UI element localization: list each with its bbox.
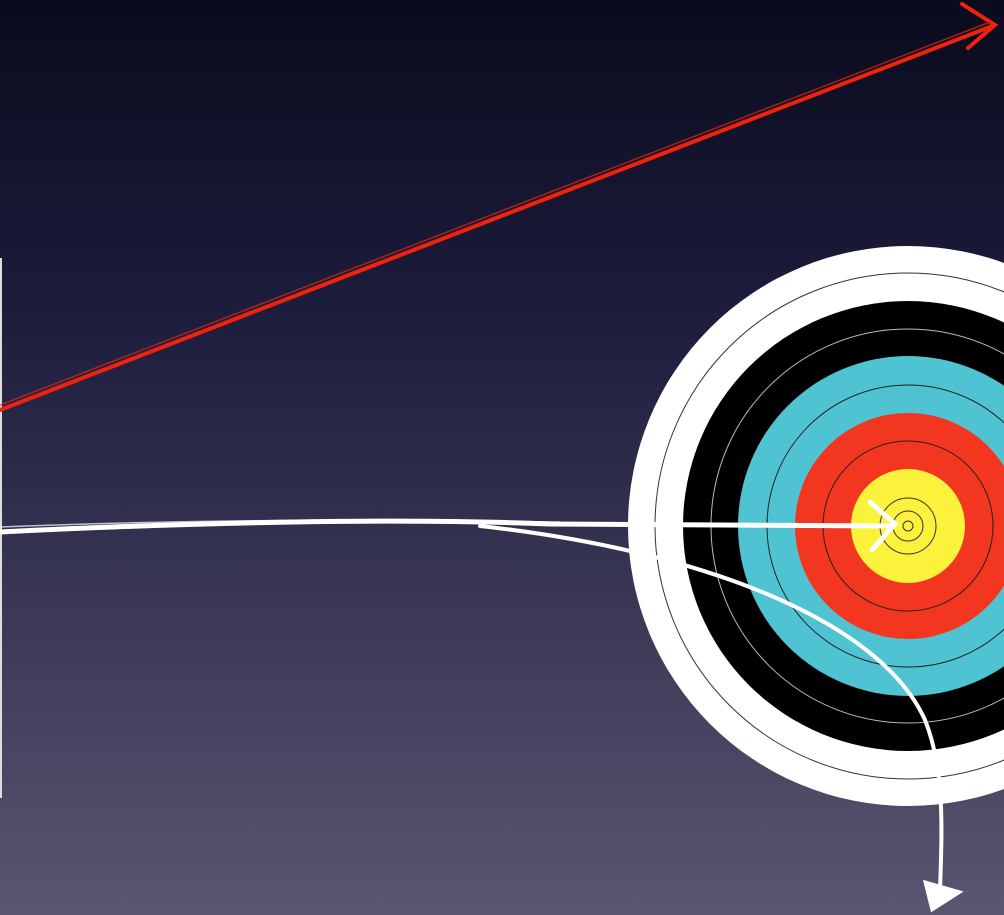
white-arrow-miss (478, 524, 964, 913)
white-arrow-hit (0, 499, 899, 553)
arrow-head (922, 879, 964, 913)
arrow-head (867, 499, 899, 553)
arrow-shaft (0, 518, 893, 535)
red-arrow (0, 2, 999, 412)
arrow-shaft (478, 524, 944, 892)
ring-gold (851, 469, 965, 583)
arrow-head (960, 2, 999, 50)
arrow-shaft (0, 23, 997, 412)
arrow-sketch (0, 21, 991, 406)
ring-center (902, 520, 914, 532)
arrow-sketch (0, 519, 561, 528)
